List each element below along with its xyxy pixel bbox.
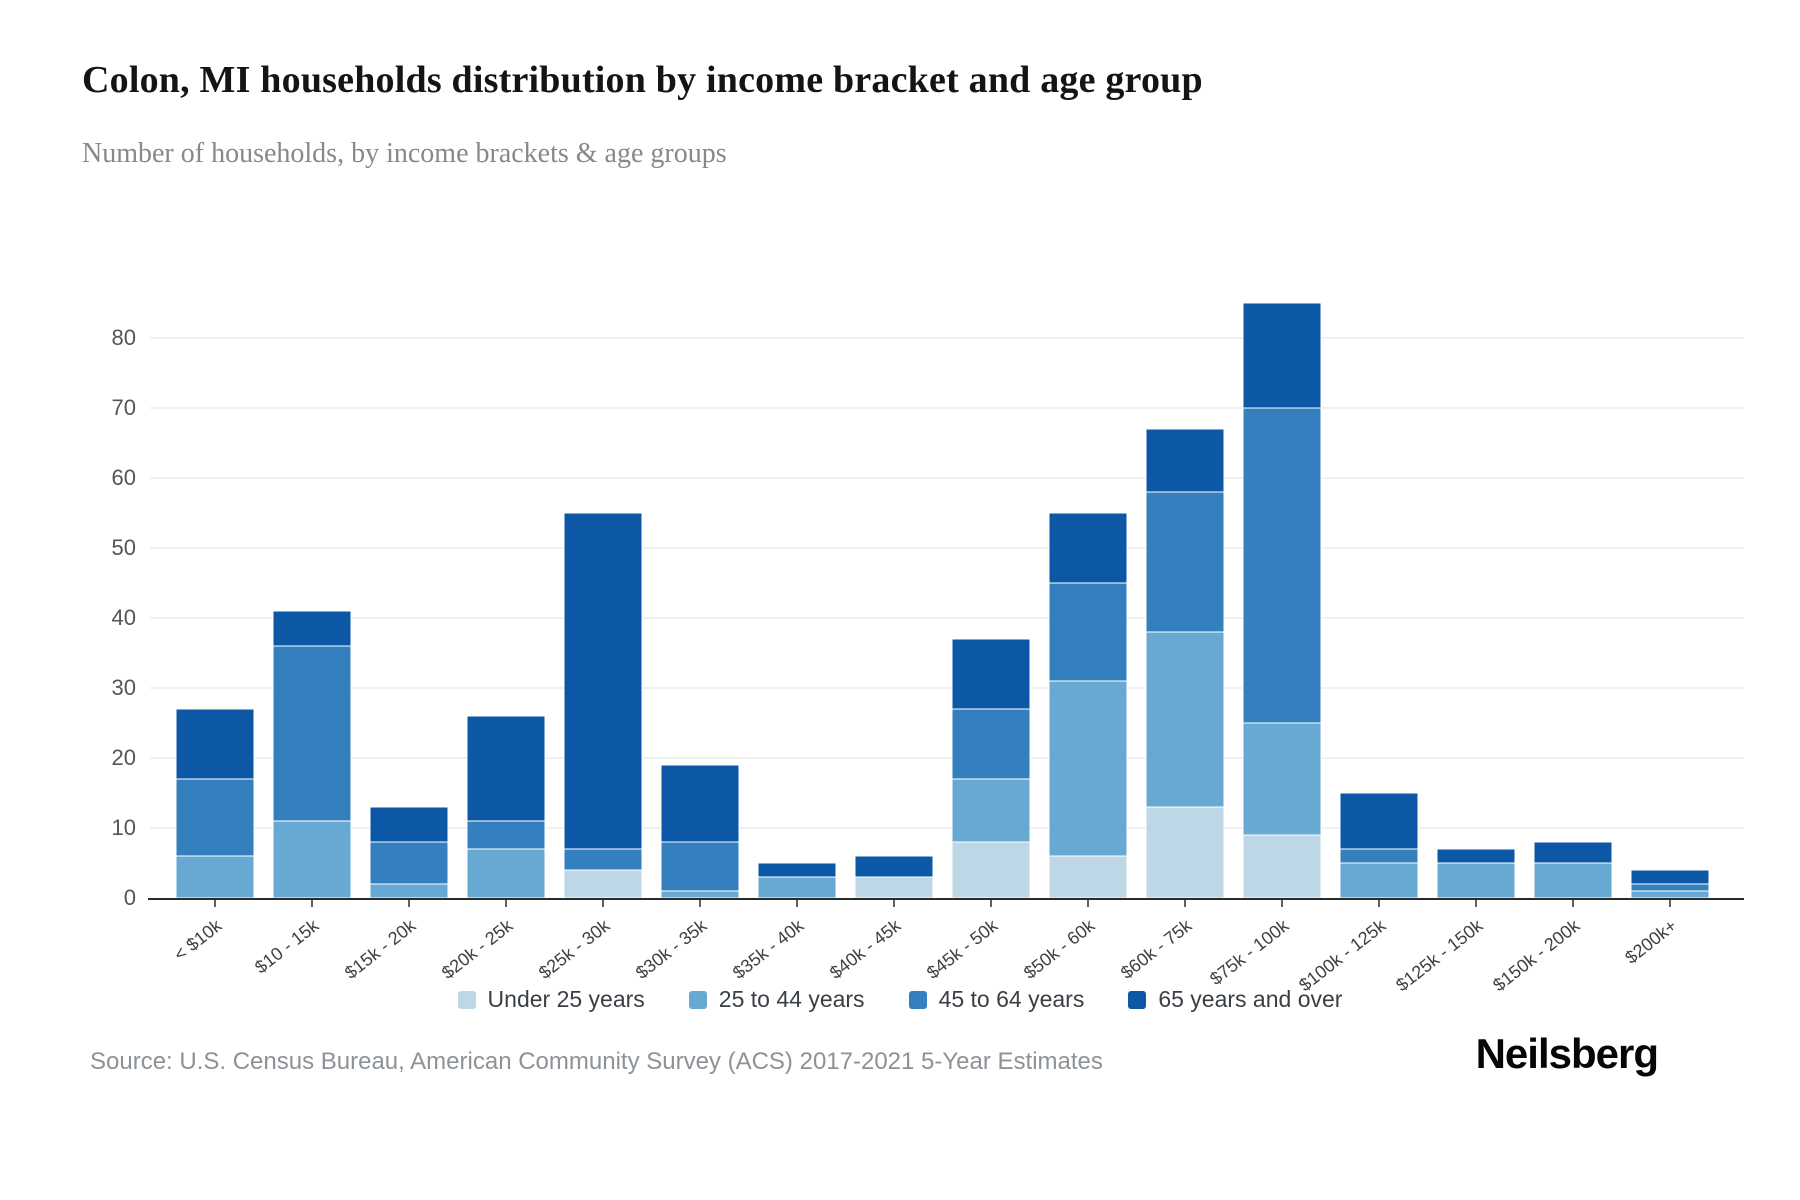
legend-swatch-icon	[908, 990, 927, 1009]
chart-legend: Under 25 years 25 to 44 years 45 to 64 yea…	[0, 986, 1800, 1013]
legend-swatch-icon	[688, 990, 707, 1009]
y-axis-label-80: 80	[112, 325, 136, 350]
x-axis-label-15: $200k+	[1621, 915, 1680, 967]
bar-segment-200k+-25-to-44-years[interactable]	[1630, 890, 1710, 899]
bar-segment-60k75k-25-to-44-years[interactable]	[1145, 631, 1225, 808]
x-axis-label-3: $20k - 25k	[438, 915, 517, 983]
bar-segment-60k75k-under-25-years[interactable]	[1145, 806, 1225, 899]
bar-segment-30k35k-45-to-64-years[interactable]	[660, 841, 740, 892]
bar-segment-1015k-65-years-and-over[interactable]	[272, 610, 352, 647]
bar-segment-150k200k-25-to-44-years[interactable]	[1533, 862, 1613, 899]
legend-label: 65 years and over	[1158, 986, 1343, 1012]
bar-segment-25k30k-65-years-and-over[interactable]	[563, 512, 643, 850]
x-axis-label-11: $75k - 100k	[1206, 915, 1293, 989]
source-text: Source: U.S. Census Bureau, American Com…	[90, 1048, 1103, 1075]
y-axis-label-60: 60	[112, 465, 136, 490]
x-axis-label-12: $100k - 125k	[1295, 915, 1390, 995]
bar-segment-15k20k-65-years-and-over[interactable]	[369, 806, 449, 843]
bar-segment-<10k-25-to-44-years[interactable]	[175, 855, 255, 899]
legend-item-under-25-years[interactable]: Under 25 years	[457, 986, 645, 1013]
bar-segment-45k50k-25-to-44-years[interactable]	[951, 778, 1031, 843]
y-axis-label-10: 10	[112, 815, 136, 840]
bar-segment-200k+-65-years-and-over[interactable]	[1630, 869, 1710, 885]
x-axis-label-1: $10 - 15k	[251, 915, 323, 978]
x-axis-label-2: $15k - 20k	[341, 915, 420, 983]
bar-segment-<10k-65-years-and-over[interactable]	[175, 708, 255, 780]
bar-segment-200k+-45-to-64-years[interactable]	[1630, 883, 1710, 892]
bar-segment-15k20k-45-to-64-years[interactable]	[369, 841, 449, 885]
y-axis-label-0: 0	[124, 885, 136, 910]
y-axis-label-40: 40	[112, 605, 136, 630]
bar-segment-75k100k-under-25-years[interactable]	[1242, 834, 1322, 899]
bar-segment-60k75k-45-to-64-years[interactable]	[1145, 491, 1225, 633]
bar-segment-<10k-45-to-64-years[interactable]	[175, 778, 255, 857]
bar-segment-50k60k-under-25-years[interactable]	[1048, 855, 1128, 899]
bar-segment-1015k-25-to-44-years[interactable]	[272, 820, 352, 899]
bar-segment-40k45k-65-years-and-over[interactable]	[854, 855, 934, 878]
chart-title: Colon, MI households distribution by inc…	[82, 59, 1203, 101]
bar-segment-30k35k-65-years-and-over[interactable]	[660, 764, 740, 843]
x-axis-label-5: $30k - 35k	[632, 915, 711, 983]
bar-segment-15k20k-25-to-44-years[interactable]	[369, 883, 449, 899]
bar-segment-45k50k-45-to-64-years[interactable]	[951, 708, 1031, 780]
legend-label: Under 25 years	[487, 986, 645, 1012]
bar-segment-20k25k-45-to-64-years[interactable]	[466, 820, 546, 850]
x-axis-label-4: $25k - 30k	[535, 915, 614, 983]
x-axis-label-14: $150k - 200k	[1489, 915, 1584, 995]
bar-segment-150k200k-65-years-and-over[interactable]	[1533, 841, 1613, 864]
bar-segment-35k40k-25-to-44-years[interactable]	[757, 876, 837, 899]
bar-segment-30k35k-25-to-44-years[interactable]	[660, 890, 740, 899]
x-axis-label-6: $35k - 40k	[729, 915, 808, 983]
x-axis-label-8: $45k - 50k	[923, 915, 1002, 983]
bar-segment-125k150k-65-years-and-over[interactable]	[1436, 848, 1516, 864]
legend-label: 25 to 44 years	[718, 986, 865, 1012]
bar-segment-40k45k-under-25-years[interactable]	[854, 876, 934, 899]
x-axis-label-0: < $10k	[170, 915, 226, 965]
y-axis-label-30: 30	[112, 675, 136, 700]
bar-segment-75k100k-65-years-and-over[interactable]	[1242, 302, 1322, 409]
bar-segment-1015k-45-to-64-years[interactable]	[272, 645, 352, 822]
chart-subtitle: Number of households, by income brackets…	[82, 138, 727, 169]
bar-segment-50k60k-25-to-44-years[interactable]	[1048, 680, 1128, 857]
bar-segment-75k100k-45-to-64-years[interactable]	[1242, 407, 1322, 724]
y-axis-label-20: 20	[112, 745, 136, 770]
bar-segment-100k125k-65-years-and-over[interactable]	[1339, 792, 1419, 850]
bar-segment-45k50k-under-25-years[interactable]	[951, 841, 1031, 899]
legend-swatch-icon	[1128, 990, 1147, 1009]
legend-item-65-years-and-over[interactable]: 65 years and over	[1128, 986, 1342, 1013]
bar-segment-25k30k-45-to-64-years[interactable]	[563, 848, 643, 871]
bar-segment-35k40k-65-years-and-over[interactable]	[757, 862, 837, 878]
bar-segment-20k25k-65-years-and-over[interactable]	[466, 715, 546, 822]
legend-swatch-icon	[457, 990, 476, 1009]
x-axis-label-9: $50k - 60k	[1020, 915, 1099, 983]
y-axis-label-70: 70	[112, 395, 136, 420]
legend-item-45-to-64-years[interactable]: 45 to 64 years	[908, 986, 1085, 1013]
bar-segment-25k30k-under-25-years[interactable]	[563, 869, 643, 899]
bar-segment-50k60k-65-years-and-over[interactable]	[1048, 512, 1128, 584]
bar-segment-45k50k-65-years-and-over[interactable]	[951, 638, 1031, 710]
legend-label: 45 to 64 years	[938, 986, 1085, 1012]
x-axis-label-7: $40k - 45k	[826, 915, 905, 983]
neilsberg-logo: Neilsberg	[1475, 1030, 1659, 1077]
x-axis-label-10: $60k - 75k	[1117, 915, 1196, 983]
bar-segment-100k125k-45-to-64-years[interactable]	[1339, 848, 1419, 864]
bar-segment-75k100k-25-to-44-years[interactable]	[1242, 722, 1322, 836]
x-axis-label-13: $125k - 150k	[1392, 915, 1487, 995]
legend-item-25-to-44-years[interactable]: 25 to 44 years	[688, 986, 865, 1013]
bar-segment-50k60k-45-to-64-years[interactable]	[1048, 582, 1128, 682]
y-axis-label-50: 50	[112, 535, 136, 560]
bar-segment-60k75k-65-years-and-over[interactable]	[1145, 428, 1225, 493]
bar-segment-125k150k-25-to-44-years[interactable]	[1436, 862, 1516, 899]
bar-segment-100k125k-25-to-44-years[interactable]	[1339, 862, 1419, 899]
bar-segment-20k25k-25-to-44-years[interactable]	[466, 848, 546, 899]
